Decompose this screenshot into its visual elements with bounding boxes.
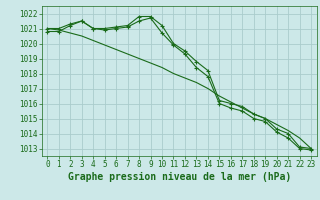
X-axis label: Graphe pression niveau de la mer (hPa): Graphe pression niveau de la mer (hPa) xyxy=(68,172,291,182)
